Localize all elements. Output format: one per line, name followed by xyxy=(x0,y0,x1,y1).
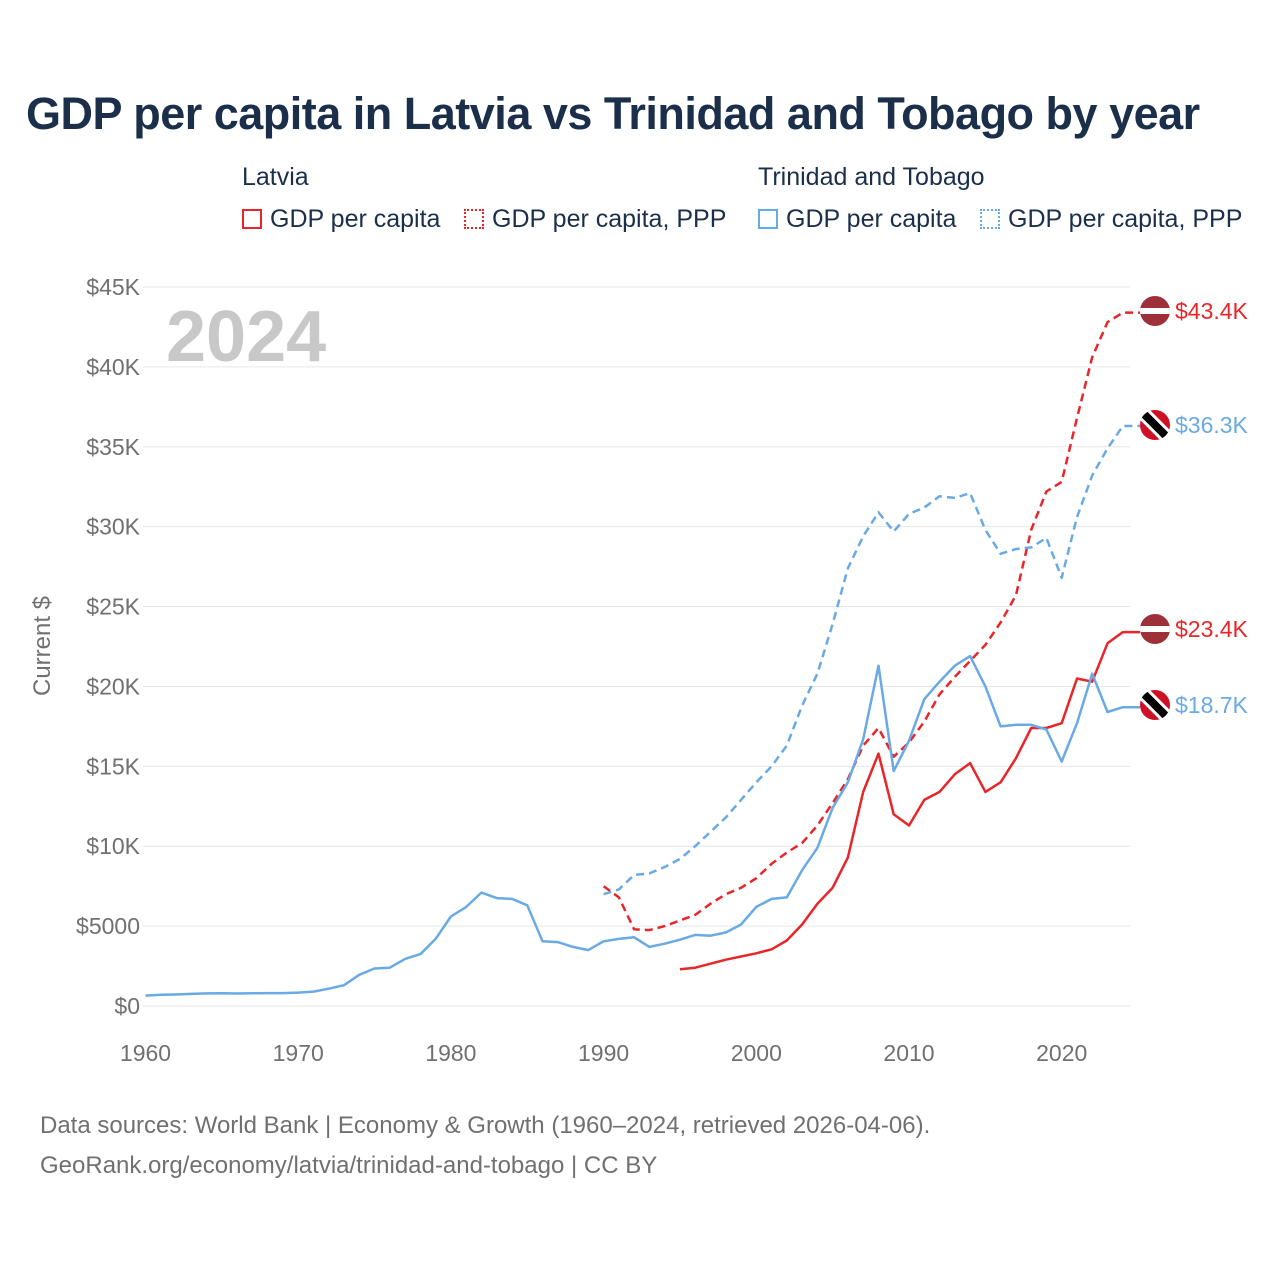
footer: Data sources: World Bank | Economy & Gro… xyxy=(40,1106,930,1186)
legend-item-trinidad-gdp[interactable]: GDP per capita xyxy=(758,203,956,235)
legend-label: GDP per capita xyxy=(270,204,441,233)
y-axis-title: Current $ xyxy=(29,596,56,696)
trinidad-flag-icon xyxy=(1140,690,1170,720)
y-tick-label: $20K xyxy=(86,673,140,699)
x-tick-label: 1960 xyxy=(120,1040,171,1066)
legend-label: GDP per capita, PPP xyxy=(1008,204,1243,233)
end-label-trinidad-ppp: $36.3K xyxy=(1175,412,1249,438)
y-tick-label: $15K xyxy=(86,753,140,779)
latvia-flag-icon xyxy=(1140,296,1170,326)
y-tick-label: $10K xyxy=(86,833,140,859)
y-tick-label: $40K xyxy=(86,354,140,380)
x-tick-label: 2020 xyxy=(1036,1040,1087,1066)
chart-title: GDP per capita in Latvia vs Trinidad and… xyxy=(26,88,1200,139)
legend-item-latvia-gdp[interactable]: GDP per capita xyxy=(242,203,440,235)
legend-swatch-dotted-red xyxy=(464,209,484,229)
end-label-latvia-gdp: $23.4K xyxy=(1175,616,1249,642)
end-label-trinidad-gdp: $18.7K xyxy=(1175,692,1249,718)
y-tick-label: $35K xyxy=(86,434,140,460)
x-tick-label: 1970 xyxy=(273,1040,324,1066)
legend-group-trinidad: Trinidad and Tobago xyxy=(758,163,985,191)
latvia-flag-icon xyxy=(1140,614,1170,644)
series-line-latvia-ppp xyxy=(602,311,1140,932)
trinidad-flag-icon xyxy=(1140,410,1170,440)
grid-layer: $0 $5000 $10K $15K $20K $25K $30K $35K $40K $45K 1… xyxy=(76,274,1130,1066)
x-tick-label: 1980 xyxy=(425,1040,476,1066)
footer-sources: Data sources: World Bank | Economy & Gro… xyxy=(40,1112,931,1139)
series-line-latvia-gdp xyxy=(679,630,1140,971)
x-tick-label: 2000 xyxy=(731,1040,782,1066)
y-tick-label: $25K xyxy=(86,594,140,620)
legend-group-latvia: Latvia xyxy=(242,163,309,191)
series-line-trinidad-ppp xyxy=(603,424,1140,896)
legend-item-latvia-ppp[interactable]: GDP per capita, PPP xyxy=(464,203,726,235)
legend-item-trinidad-ppp[interactable]: GDP per capita, PPP xyxy=(980,203,1242,235)
end-label-latvia-ppp: $43.4K xyxy=(1175,298,1249,324)
series-layer xyxy=(145,311,1140,997)
year-watermark: 2024 xyxy=(166,297,326,377)
x-tick-label: 2010 xyxy=(883,1040,934,1066)
legend-label: GDP per capita, PPP xyxy=(492,204,727,233)
y-tick-label: $5000 xyxy=(76,913,140,939)
series-line-trinidad-gdp xyxy=(145,654,1140,997)
legend-swatch-solid-red xyxy=(242,209,262,229)
legend-label: GDP per capita xyxy=(786,204,957,233)
legend-swatch-dotted-blue xyxy=(980,209,1000,229)
y-tick-label: $0 xyxy=(114,993,140,1019)
legend-swatch-solid-blue xyxy=(758,209,778,229)
footer-url[interactable]: GeoRank.org/economy/latvia/trinidad-and-… xyxy=(40,1152,658,1179)
y-tick-label: $30K xyxy=(86,514,140,540)
x-tick-label: 1990 xyxy=(578,1040,629,1066)
y-tick-label: $45K xyxy=(86,274,140,300)
